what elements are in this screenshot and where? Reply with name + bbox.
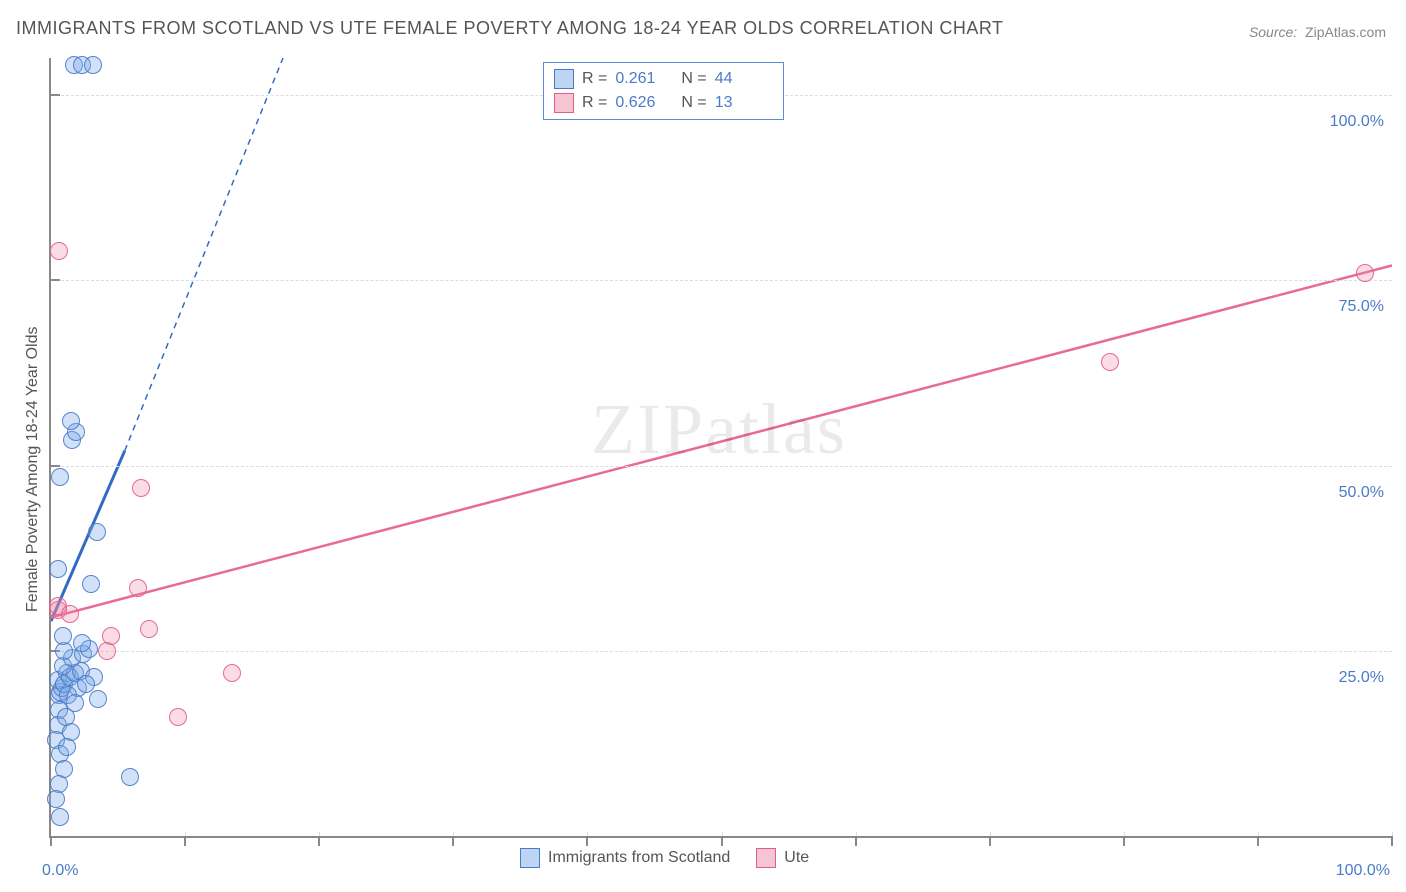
source-label: Source:: [1249, 24, 1297, 40]
data-point-blue: [51, 468, 69, 486]
data-point-blue: [88, 523, 106, 541]
x-tick-mark: [184, 836, 186, 846]
legend-n-value: 13: [715, 91, 773, 115]
x-tick-mark: [989, 836, 991, 846]
x-tick-mark: [50, 836, 52, 846]
data-point-pink: [223, 664, 241, 682]
data-point-blue: [54, 627, 72, 645]
legend-n-value: 44: [715, 67, 773, 91]
plot-area: ZIPatlas 25.0% 50.0% 75.0% 100.0%: [49, 58, 1392, 838]
data-point-blue: [73, 634, 91, 652]
x-axis-min-label: 0.0%: [42, 862, 78, 880]
legend-correlation-row: R = 0.626 N = 13: [554, 91, 773, 115]
legend-series-label: Immigrants from Scotland: [548, 849, 730, 867]
legend-series: Immigrants from Scotland Ute: [520, 848, 827, 868]
data-point-blue: [89, 690, 107, 708]
legend-r-label: R =: [582, 91, 607, 115]
source-attribution: Source: ZipAtlas.com: [1249, 24, 1386, 40]
data-point-pink: [132, 479, 150, 497]
data-point-pink: [50, 242, 68, 260]
x-tick-mark: [1123, 836, 1125, 846]
x-tick-mark: [1391, 836, 1393, 846]
x-tick-mark: [452, 836, 454, 846]
data-point-pink: [1356, 264, 1374, 282]
data-point-pink: [102, 627, 120, 645]
data-point-blue: [121, 768, 139, 786]
chart-container: IMMIGRANTS FROM SCOTLAND VS UTE FEMALE P…: [0, 0, 1406, 892]
gridline-h: [51, 466, 1392, 467]
gridline-h: [51, 280, 1392, 281]
data-point-pink: [1101, 353, 1119, 371]
y-tick-mark: [50, 94, 60, 96]
data-point-blue: [62, 412, 80, 430]
y-axis-title: Female Poverty Among 18-24 Year Olds: [24, 327, 42, 613]
data-point-pink: [61, 605, 79, 623]
y-tick-label: 50.0%: [1339, 484, 1384, 502]
legend-series-label: Ute: [784, 849, 809, 867]
gridline-h: [51, 651, 1392, 652]
y-tick-mark: [50, 465, 60, 467]
data-point-blue: [49, 560, 67, 578]
x-tick-mark: [855, 836, 857, 846]
source-value: ZipAtlas.com: [1305, 24, 1386, 40]
regression-overlay: [51, 58, 1392, 836]
legend-swatch: [756, 848, 776, 868]
y-tick-label: 100.0%: [1330, 113, 1384, 131]
data-point-blue: [51, 808, 69, 826]
legend-n-label: N =: [681, 91, 706, 115]
watermark: ZIPatlas: [591, 388, 847, 471]
data-point-blue: [84, 56, 102, 74]
legend-correlation-row: R = 0.261 N = 44: [554, 67, 773, 91]
legend-swatch: [520, 848, 540, 868]
data-point-blue: [57, 708, 75, 726]
data-point-pink: [129, 579, 147, 597]
y-tick-mark: [50, 279, 60, 281]
legend-r-value: 0.626: [615, 91, 673, 115]
data-point-blue: [82, 575, 100, 593]
data-point-pink: [140, 620, 158, 638]
x-tick-mark: [318, 836, 320, 846]
legend-r-value: 0.261: [615, 67, 673, 91]
x-tick-mark: [1257, 836, 1259, 846]
legend-swatch: [554, 69, 574, 89]
legend-n-label: N =: [681, 67, 706, 91]
data-point-blue: [58, 738, 76, 756]
x-tick-mark: [721, 836, 723, 846]
legend-swatch: [554, 93, 574, 113]
legend-r-label: R =: [582, 67, 607, 91]
chart-title: IMMIGRANTS FROM SCOTLAND VS UTE FEMALE P…: [16, 18, 1004, 39]
data-point-blue: [77, 675, 95, 693]
data-point-blue: [47, 790, 65, 808]
x-axis-max-label: 100.0%: [1336, 862, 1390, 880]
y-tick-label: 75.0%: [1339, 298, 1384, 316]
x-tick-mark: [586, 836, 588, 846]
data-point-pink: [169, 708, 187, 726]
y-tick-label: 25.0%: [1339, 669, 1384, 687]
legend-correlation: R = 0.261 N = 44 R = 0.626 N = 13: [543, 62, 784, 120]
